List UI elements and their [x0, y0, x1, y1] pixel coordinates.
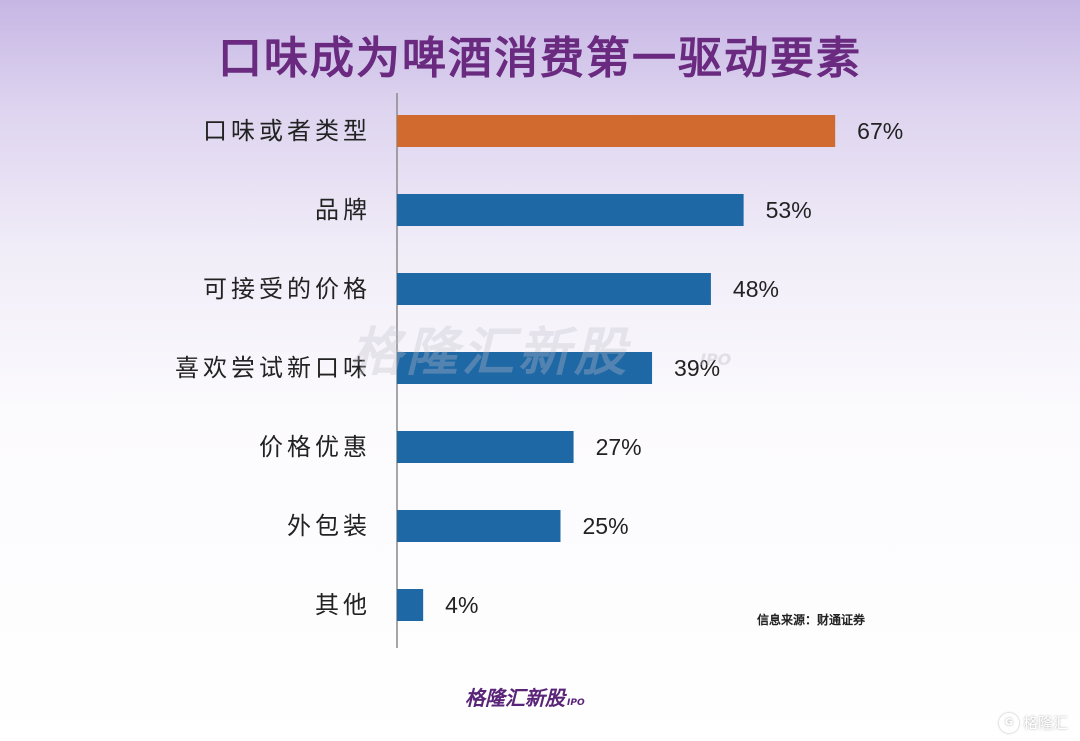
category-label-5: 外包装 — [287, 512, 371, 540]
category-label-3: 喜欢尝试新口味 — [175, 354, 371, 382]
bar-1 — [397, 194, 744, 226]
watermark-sub-text: IPO — [700, 350, 732, 369]
category-label-4: 价格优惠 — [259, 433, 371, 461]
value-label-4: 27% — [596, 434, 642, 460]
value-label-3: 39% — [674, 355, 720, 381]
bar-0 — [397, 115, 836, 147]
brand-mark-icon: G — [998, 712, 1019, 733]
corner-logo-text: 格隆汇 — [1022, 714, 1068, 732]
category-label-2: 可接受的价格 — [203, 275, 371, 303]
footer-logo-text: 格隆汇新股 — [465, 686, 565, 710]
value-label-0: 67% — [857, 118, 903, 144]
value-label-5: 25% — [583, 513, 629, 539]
bar-6 — [397, 589, 424, 621]
corner-logo: G 格隆汇 — [998, 712, 1068, 733]
category-label-1: 品牌 — [315, 196, 371, 224]
footer-logo-sub: IPO — [567, 698, 585, 708]
bar-5 — [397, 510, 561, 542]
value-label-6: 4% — [445, 592, 478, 618]
footer-logo: 格隆汇新股 IPO — [465, 682, 585, 711]
watermark-text: 格隆汇新股 — [350, 323, 631, 383]
category-label-0: 口味或者类型 — [203, 117, 371, 145]
bar-3 — [397, 352, 653, 384]
bar-4 — [397, 431, 574, 463]
value-label-1: 53% — [766, 197, 812, 223]
category-label-6: 其他 — [315, 591, 371, 619]
value-label-2: 48% — [733, 276, 779, 302]
chart-title: 口味成为啤酒消费第一驱动要素 — [218, 33, 862, 84]
source-note: 信息来源：财通证券 — [757, 613, 866, 627]
bar-2 — [397, 273, 711, 305]
